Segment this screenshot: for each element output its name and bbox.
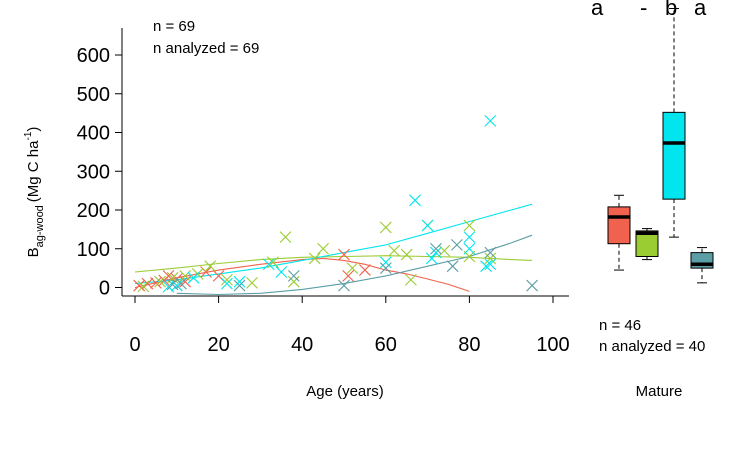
data-point-series-3 bbox=[463, 242, 476, 255]
data-point-series-3 bbox=[221, 277, 233, 290]
scatter-panel: 0 100 200 300 400 500 600 0 20 40 60 80 100 bbox=[77, 28, 570, 356]
data-point-series-3 bbox=[170, 279, 183, 292]
y-axis-title: Bag-wood (Mg C ha-1) bbox=[23, 127, 46, 258]
data-point-series-2 bbox=[308, 252, 321, 265]
data-point-series-4 bbox=[379, 262, 392, 275]
data-point-series-2 bbox=[246, 276, 258, 289]
data-point-series-3 bbox=[484, 258, 497, 271]
data-point-series-4 bbox=[338, 279, 350, 292]
data-point-series-2 bbox=[404, 273, 417, 286]
data-point-series-4 bbox=[430, 242, 442, 255]
data-point-series-1 bbox=[359, 264, 371, 276]
x-tick-label: 60 bbox=[375, 334, 397, 356]
x-tick-label: 0 bbox=[129, 334, 140, 356]
data-point-series-4 bbox=[484, 246, 497, 259]
box-3 bbox=[662, 8, 686, 238]
box-letter-2: - bbox=[640, 0, 647, 20]
data-point-series-3 bbox=[379, 256, 392, 269]
data-point-series-3 bbox=[484, 114, 497, 127]
data-point-series-2 bbox=[267, 256, 279, 269]
data-point-series-2 bbox=[287, 275, 300, 288]
box-body bbox=[607, 206, 631, 245]
data-point-series-2 bbox=[400, 248, 413, 261]
box-body bbox=[662, 111, 686, 200]
data-point-series-3 bbox=[480, 260, 493, 273]
y-tick-label: 500 bbox=[77, 84, 110, 106]
data-point-series-1 bbox=[162, 269, 175, 282]
data-point-series-1 bbox=[179, 275, 192, 288]
fit-line-2 bbox=[134, 255, 533, 273]
data-point-series-2 bbox=[388, 244, 401, 257]
box-2 bbox=[635, 228, 659, 261]
fit-line-3 bbox=[134, 203, 533, 285]
y-tick-label: 600 bbox=[77, 45, 110, 67]
y-tick-label: 0 bbox=[99, 278, 110, 300]
data-point-series-3 bbox=[425, 252, 438, 265]
data-point-series-3 bbox=[275, 266, 288, 278]
y-axis-title-main: B bbox=[25, 247, 42, 257]
y-tick-label: 300 bbox=[77, 161, 110, 183]
data-point-series-2 bbox=[379, 221, 392, 234]
y-tick-label: 100 bbox=[77, 239, 110, 261]
y-axis-title-sub: ag-wood bbox=[34, 205, 46, 247]
data-point-series-2 bbox=[346, 262, 359, 275]
svg-text:Bag-wood(Mg C ha-1): Bag-wood (Mg C ha-1) bbox=[23, 127, 46, 258]
data-point-series-3 bbox=[233, 275, 246, 288]
data-point-series-1 bbox=[150, 276, 162, 289]
data-point-series-3 bbox=[430, 246, 442, 259]
data-point-series-2 bbox=[317, 242, 329, 255]
data-point-series-2 bbox=[438, 244, 451, 257]
data-point-series-4 bbox=[233, 279, 246, 292]
data-point-series-1 bbox=[133, 279, 146, 292]
data-point-series-4 bbox=[526, 279, 538, 292]
data-point-series-4 bbox=[446, 260, 459, 273]
scatter-n-analyzed-label: n analyzed = 69 bbox=[153, 40, 259, 57]
data-point-series-2 bbox=[484, 252, 497, 265]
box-1 bbox=[607, 194, 631, 271]
box-4 bbox=[690, 247, 714, 284]
data-point-series-2 bbox=[137, 280, 150, 293]
data-point-series-2 bbox=[221, 273, 233, 286]
box-panel bbox=[607, 8, 714, 284]
data-point-series-4 bbox=[287, 269, 300, 282]
y-axis-title-close: ) bbox=[25, 127, 42, 132]
data-point-series-3 bbox=[187, 271, 200, 284]
data-point-series-4 bbox=[450, 238, 463, 251]
data-point-series-1 bbox=[200, 266, 212, 278]
x-tick-label: 40 bbox=[291, 334, 313, 356]
x-axis-title: Age (years) bbox=[306, 383, 384, 400]
y-tick-label: 200 bbox=[77, 200, 110, 222]
box-letter-4: a bbox=[694, 0, 707, 20]
data-point-series-1 bbox=[342, 269, 355, 282]
scatter-n-label: n = 69 bbox=[153, 18, 195, 35]
x-tick-label: 80 bbox=[458, 334, 480, 356]
y-axis-title-sup: -1 bbox=[23, 131, 34, 140]
data-point-series-3 bbox=[409, 194, 421, 207]
fit-line-4 bbox=[176, 234, 533, 296]
box-x-axis-title: Mature bbox=[636, 383, 683, 400]
data-point-series-2 bbox=[279, 231, 292, 244]
data-point-series-3 bbox=[463, 231, 476, 244]
data-point-series-2 bbox=[204, 260, 217, 273]
box-body bbox=[635, 230, 659, 258]
y-axis-title-units: (Mg C ha bbox=[25, 140, 42, 202]
data-point-series-2 bbox=[463, 219, 476, 232]
data-point-series-3 bbox=[262, 258, 275, 271]
data-point-series-4 bbox=[175, 277, 187, 290]
box-letter-1: a bbox=[591, 0, 604, 20]
fit-line-1 bbox=[134, 257, 470, 292]
data-point-series-2 bbox=[179, 269, 192, 282]
data-point-series-3 bbox=[421, 219, 434, 232]
x-tick-label: 20 bbox=[207, 334, 229, 356]
data-point-series-2 bbox=[154, 275, 166, 288]
box-n-label: n = 46 bbox=[599, 317, 641, 334]
x-tick-label: 100 bbox=[536, 334, 569, 356]
box-letter-3: b bbox=[665, 0, 677, 20]
data-point-series-1 bbox=[338, 248, 350, 261]
box-n-analyzed-label: n analyzed = 40 bbox=[599, 338, 705, 355]
y-tick-label: 400 bbox=[77, 123, 110, 145]
